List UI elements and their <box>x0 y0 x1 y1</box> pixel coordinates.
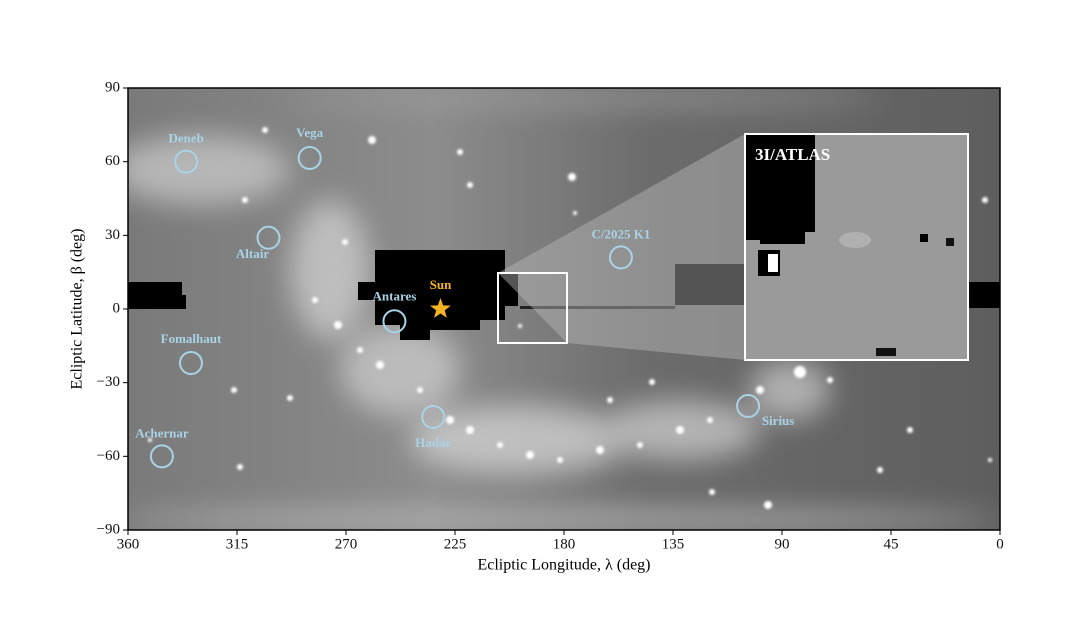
star-label: Fomalhaut <box>161 331 222 346</box>
star-marker <box>178 351 203 376</box>
star-label: Deneb <box>168 131 203 146</box>
star-marker <box>297 145 322 170</box>
y-tick-label: −30 <box>97 374 120 390</box>
x-tick-label: 90 <box>775 536 790 552</box>
star-marker <box>421 405 446 430</box>
x-tick-label: 0 <box>996 536 1004 552</box>
inset-pixels <box>920 234 928 242</box>
x-tick-label: 315 <box>226 536 249 552</box>
y-tick-label: 90 <box>105 79 120 95</box>
sun-marker <box>430 298 451 318</box>
star-marker <box>736 393 761 418</box>
y-tick-label: −60 <box>97 448 120 464</box>
sun-label: Sun <box>430 277 452 292</box>
inset-label: 3I/ATLAS <box>755 145 830 164</box>
star-marker <box>608 245 633 270</box>
inset-target <box>839 232 871 248</box>
star-marker <box>174 149 199 174</box>
background-stars <box>148 127 992 509</box>
star-label: C/2025 K1 <box>591 226 650 241</box>
inset-pixels <box>768 254 778 272</box>
star-label: Achernar <box>135 425 189 440</box>
x-axis-label: Ecliptic Longitude, λ (deg) <box>477 557 650 574</box>
y-axis-label: Ecliptic Latitude, β (deg) <box>69 229 86 390</box>
y-tick-label: 30 <box>105 227 120 243</box>
x-tick-label: 360 <box>117 536 140 552</box>
y-tick-label: 60 <box>105 153 120 169</box>
x-tick-label: 270 <box>335 536 358 552</box>
star-marker <box>382 309 407 334</box>
zoom-box <box>497 272 568 344</box>
inset-frame <box>744 133 969 361</box>
x-tick-label: 135 <box>662 536 685 552</box>
star-marker <box>256 225 281 250</box>
y-tick-label: −90 <box>97 521 120 537</box>
inset-pixels <box>876 348 896 356</box>
star-marker <box>149 444 174 469</box>
masked-regions <box>128 250 1000 340</box>
star-label: Sirius <box>762 413 795 428</box>
inset-pixels <box>946 238 954 246</box>
star-label: Antares <box>373 288 417 303</box>
inset-mask <box>745 134 815 244</box>
x-tick-label: 45 <box>884 536 899 552</box>
star-label: Vega <box>296 125 323 140</box>
star-label: Altair <box>236 246 269 261</box>
inset: 3I/ATLAS <box>744 133 969 361</box>
milky-way-glow <box>128 90 1000 530</box>
x-tick-label: 180 <box>553 536 576 552</box>
y-tick-label: 0 <box>113 300 121 316</box>
star-label: Hadar <box>415 435 451 450</box>
x-tick-label: 225 <box>444 536 467 552</box>
